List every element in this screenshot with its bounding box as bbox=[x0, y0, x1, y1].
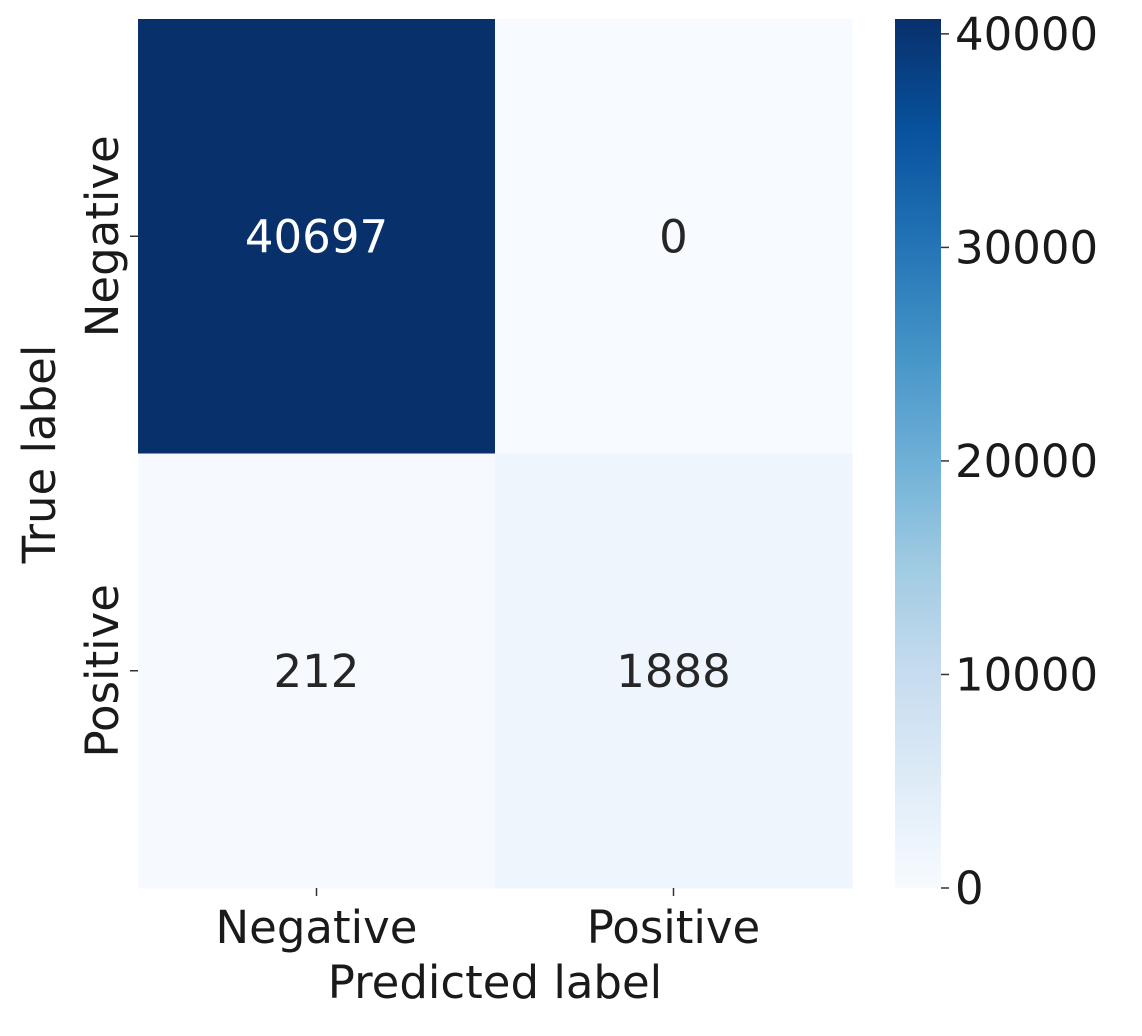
colorbar-tick-label: 40000 bbox=[955, 8, 1098, 61]
cell-value-label: 40697 bbox=[245, 210, 388, 263]
heatmap-cell bbox=[138, 19, 496, 454]
colorbar-ticks: 0 10000 20000 30000 40000 bbox=[941, 8, 1098, 915]
y-tick-label: Negative bbox=[76, 135, 129, 337]
colorbar-tick-label: 10000 bbox=[955, 648, 1098, 701]
cell-value-label: 1888 bbox=[616, 645, 731, 698]
y-axis: Negative Positive bbox=[76, 135, 138, 757]
heatmap-cells bbox=[138, 19, 853, 889]
colorbar bbox=[895, 19, 941, 888]
x-tick-label: Negative bbox=[216, 901, 418, 954]
colorbar-tick-label: 30000 bbox=[955, 221, 1098, 274]
x-axis: Negative Positive bbox=[216, 888, 760, 954]
x-tick-label: Positive bbox=[587, 901, 760, 954]
cell-value-label: 0 bbox=[659, 210, 688, 263]
y-axis-title: True label bbox=[13, 345, 66, 565]
cell-value-label: 212 bbox=[274, 645, 360, 698]
colorbar-tick-label: 20000 bbox=[955, 435, 1098, 488]
colorbar-tick-label: 0 bbox=[955, 862, 984, 915]
heatmap-cell bbox=[495, 19, 853, 454]
x-axis-title: Predicted label bbox=[328, 956, 662, 1009]
heatmap-cell bbox=[138, 453, 496, 889]
cell-value-labels: 40697 0 212 1888 bbox=[245, 210, 731, 698]
y-tick-label: Positive bbox=[76, 584, 129, 757]
heatmap-cell bbox=[495, 453, 853, 889]
